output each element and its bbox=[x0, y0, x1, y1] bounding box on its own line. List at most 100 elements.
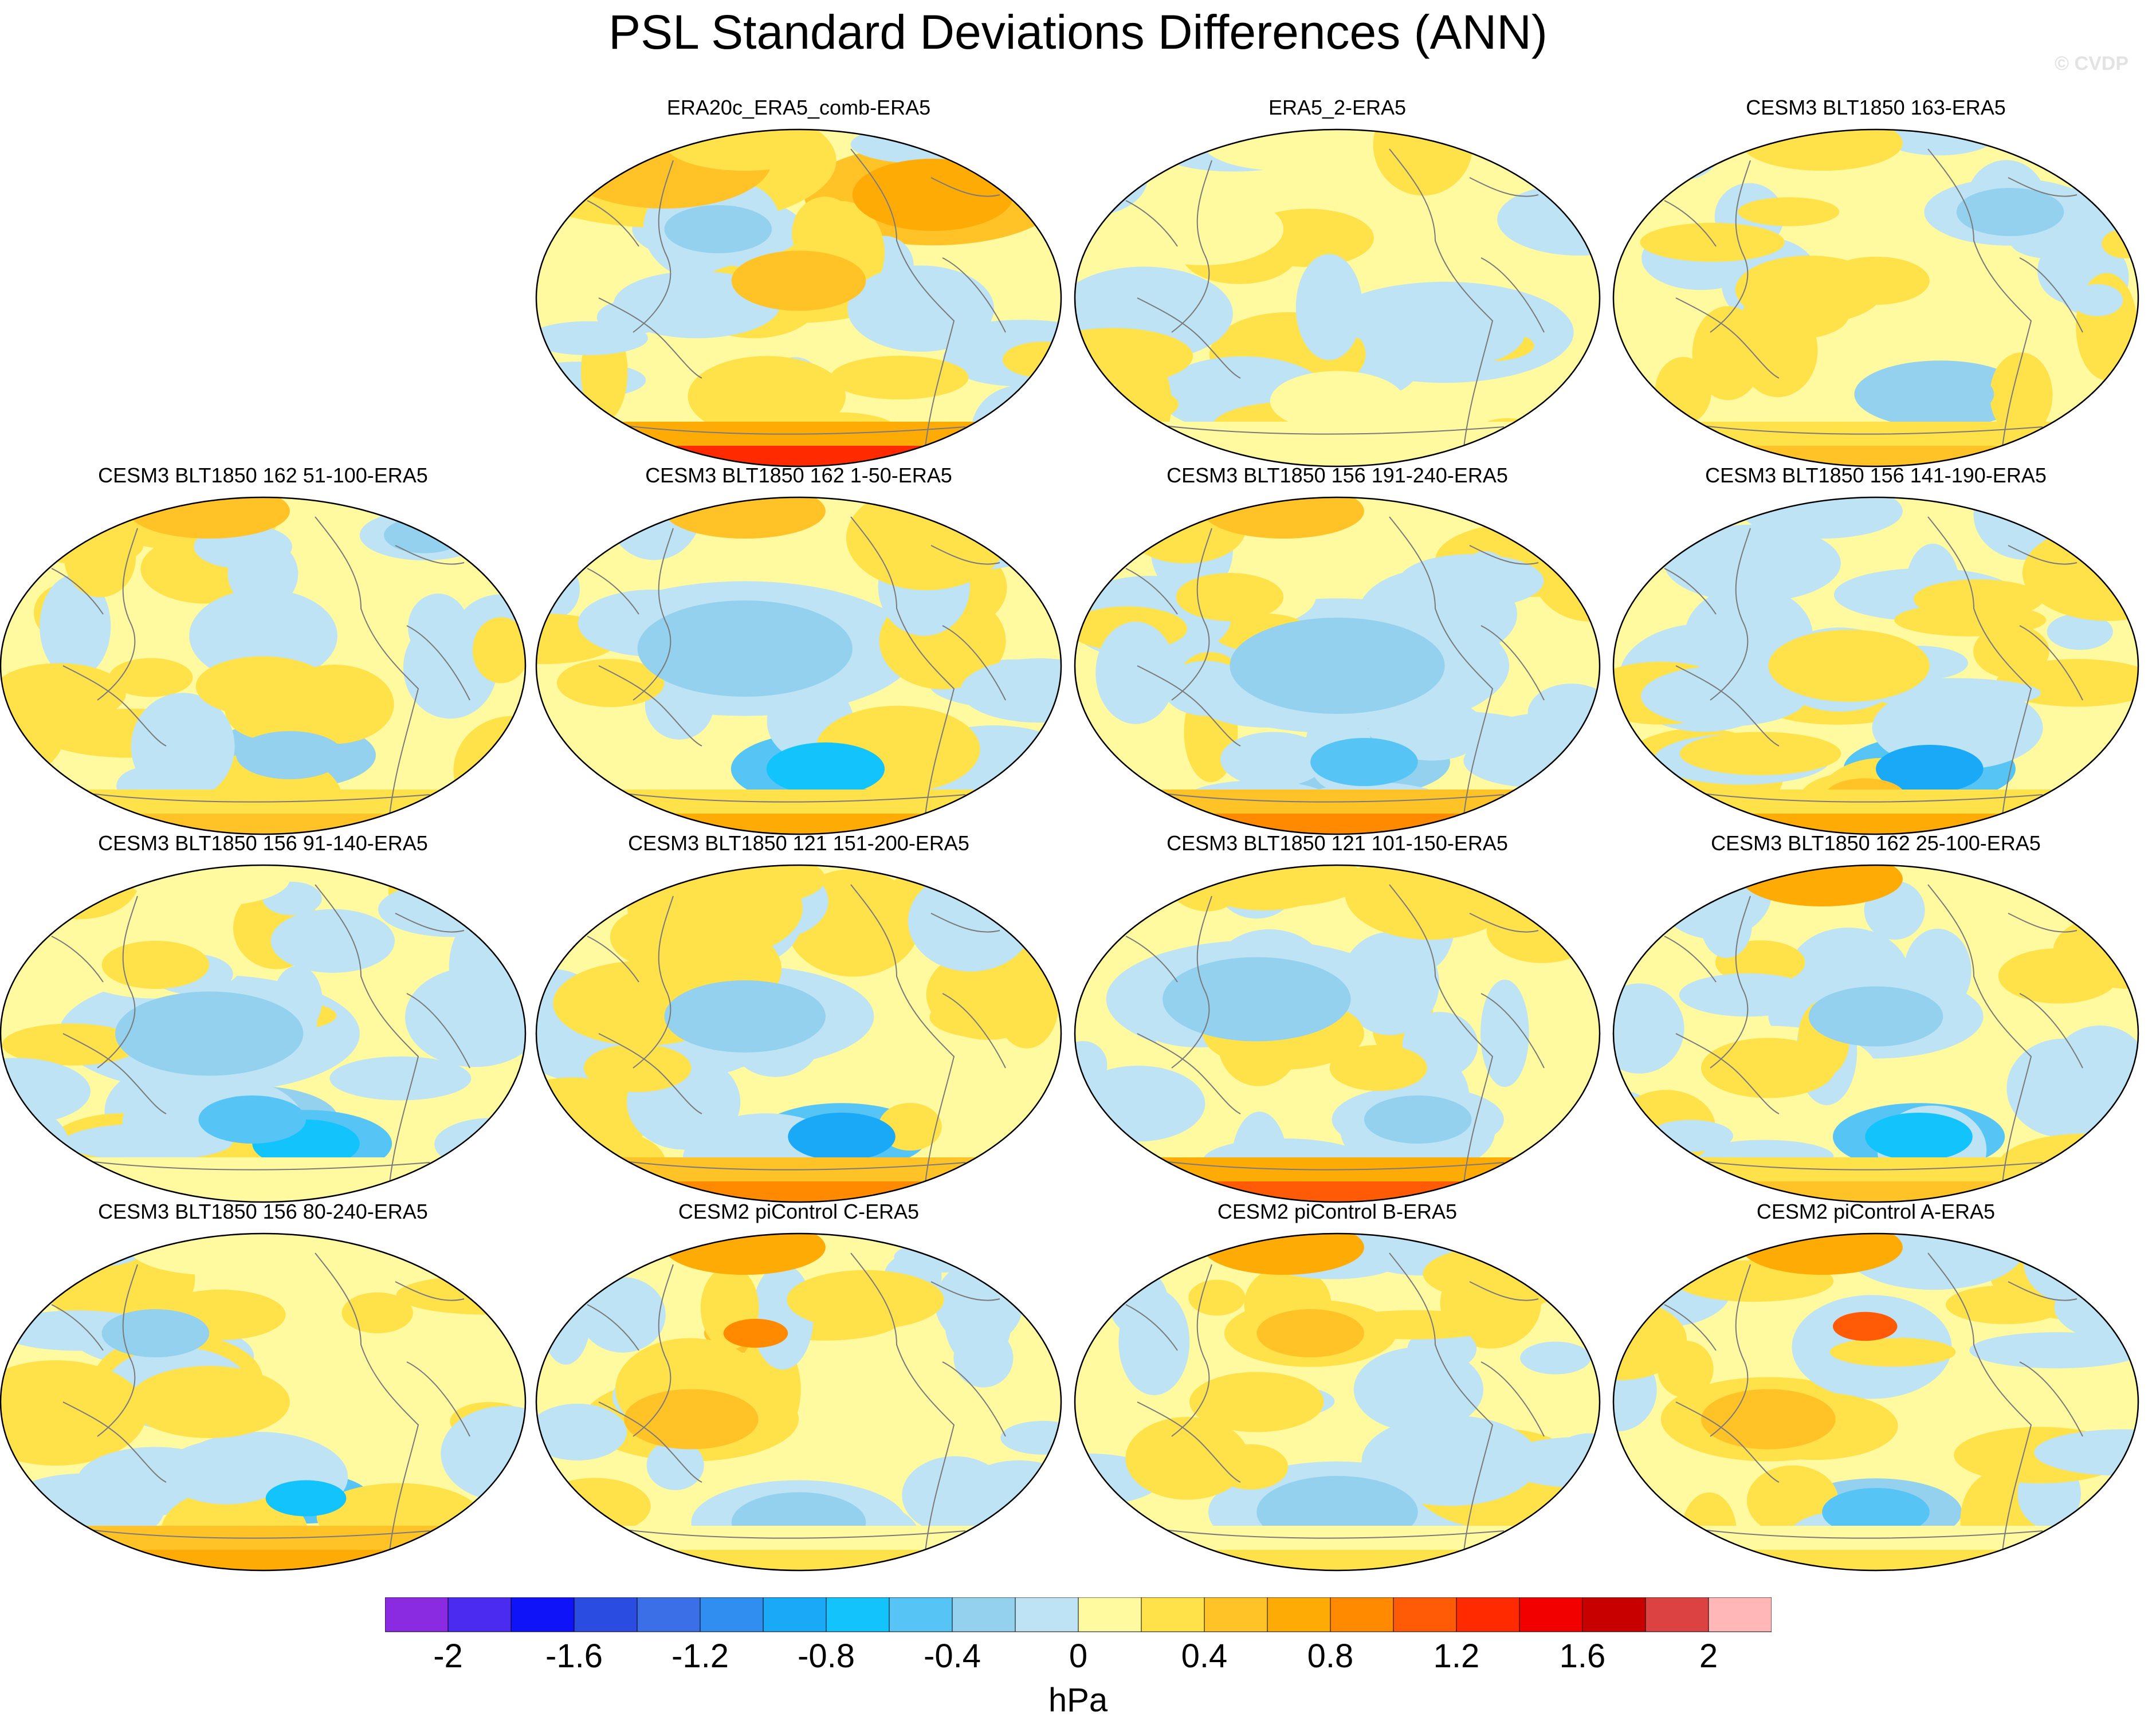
map-outline bbox=[1612, 496, 2139, 835]
coastline bbox=[1927, 516, 2032, 815]
north-polar-anomaly bbox=[1203, 129, 1364, 171]
map-outline bbox=[1074, 496, 1601, 835]
coastline bbox=[1687, 423, 2043, 435]
field-patch bbox=[1423, 1244, 1600, 1303]
map-outline bbox=[535, 496, 1062, 835]
coastline bbox=[62, 1401, 167, 1483]
field-patch bbox=[1, 1360, 147, 1466]
coastline bbox=[2008, 545, 2078, 565]
colorbar-tick-label: 1.2 bbox=[1434, 1637, 1480, 1675]
map-panel: CESM3 BLT1850 163-ERA5 bbox=[1607, 96, 2145, 474]
field-patch bbox=[227, 539, 299, 608]
coastline bbox=[1125, 936, 1178, 983]
coastline bbox=[406, 1361, 470, 1437]
robinson-map bbox=[1612, 864, 2139, 1203]
coastline bbox=[1927, 1252, 2032, 1552]
panel-title: CESM3 BLT1850 156 141-190-ERA5 bbox=[1705, 464, 2047, 487]
field-patch bbox=[1330, 1310, 1499, 1340]
coastline bbox=[62, 665, 167, 747]
colorbar-tick-label: 2 bbox=[1699, 1637, 1718, 1675]
field-patch bbox=[1489, 865, 1600, 887]
coastline bbox=[633, 896, 674, 1069]
map-outline bbox=[1074, 128, 1601, 468]
coastline bbox=[315, 884, 419, 1183]
panel-title: CESM3 BLT1850 156 91-140-ERA5 bbox=[98, 831, 428, 855]
colorbar-bin bbox=[1015, 1597, 1079, 1632]
colorbar-bin bbox=[447, 1597, 512, 1632]
colorbar-tick-label: 0.4 bbox=[1181, 1637, 1228, 1675]
coastline bbox=[1710, 528, 1751, 701]
field-patch bbox=[1340, 932, 1440, 1035]
coastline bbox=[587, 200, 639, 247]
north-polar-anomaly bbox=[664, 497, 826, 539]
field-patch bbox=[2034, 1429, 2138, 1476]
field-patch bbox=[579, 1277, 666, 1353]
coastline bbox=[1171, 1264, 1212, 1437]
colorbar-bin bbox=[385, 1597, 449, 1632]
field-anomaly bbox=[852, 159, 1014, 231]
field-anomaly bbox=[115, 991, 304, 1076]
coastline bbox=[1675, 297, 1780, 379]
field-anomaly bbox=[1876, 745, 1984, 793]
coastline bbox=[51, 936, 104, 983]
colorbar-tick-label: 0 bbox=[1069, 1637, 1087, 1675]
coastline bbox=[930, 177, 1000, 197]
field-patch bbox=[1904, 928, 1972, 1014]
colorbar-bin bbox=[889, 1597, 953, 1632]
colorbar-bin bbox=[763, 1597, 827, 1632]
field-patch bbox=[64, 519, 136, 598]
coastline bbox=[395, 545, 465, 565]
coastline bbox=[315, 516, 419, 815]
coastline bbox=[930, 913, 1000, 933]
coastline bbox=[1469, 1281, 1539, 1301]
colorbar-tick-label: -1.2 bbox=[671, 1637, 729, 1675]
field-patch bbox=[850, 129, 1001, 164]
map-outline bbox=[535, 864, 1062, 1203]
field-anomaly bbox=[556, 659, 665, 707]
field-patch bbox=[1, 1245, 44, 1289]
robinson-map bbox=[1074, 864, 1601, 1203]
field-patch bbox=[688, 356, 846, 437]
map-panel: CESM3 BLT1850 162 25-100-ERA5 bbox=[1607, 832, 2145, 1210]
cvdp-watermark: © CVDP bbox=[2055, 53, 2128, 74]
coastline bbox=[1125, 1304, 1178, 1351]
coastline bbox=[850, 148, 955, 447]
coastline bbox=[1675, 1033, 1780, 1114]
map-panel: ERA5_2-ERA5 bbox=[1069, 96, 1606, 474]
coastline bbox=[598, 1033, 702, 1114]
coastline bbox=[1469, 177, 1539, 197]
field-patch bbox=[472, 617, 525, 684]
coastline bbox=[1137, 665, 1241, 747]
colorbar-bin bbox=[1204, 1597, 1268, 1632]
coastline bbox=[1687, 1527, 2043, 1539]
field-patch bbox=[646, 1440, 704, 1490]
map-outline bbox=[535, 128, 1062, 468]
field-patch bbox=[189, 589, 337, 683]
coastline bbox=[942, 1361, 1006, 1437]
field-patch bbox=[1329, 1044, 1427, 1091]
map-outline bbox=[535, 1232, 1062, 1572]
field-anomaly bbox=[265, 1480, 347, 1517]
field-patch bbox=[1361, 1415, 1540, 1506]
field-patch bbox=[1000, 1420, 1061, 1455]
field-anomaly bbox=[1832, 1311, 1898, 1341]
coastline bbox=[1171, 896, 1212, 1069]
coastline bbox=[1389, 148, 1494, 447]
robinson-map bbox=[1074, 128, 1601, 468]
map-panel: CESM2 piControl B-ERA5 bbox=[1069, 1200, 1606, 1578]
map-panel: CESM3 BLT1850 121 151-200-ERA5 bbox=[530, 832, 1067, 1210]
coastline bbox=[610, 791, 966, 803]
map-outline bbox=[0, 496, 527, 835]
coastline bbox=[1480, 993, 1545, 1069]
coastline bbox=[74, 791, 430, 803]
map-outline bbox=[1612, 128, 2139, 468]
field-patch bbox=[1075, 1040, 1108, 1090]
panel-title: CESM3 BLT1850 121 101-150-ERA5 bbox=[1167, 831, 1508, 855]
panel-title: CESM3 BLT1850 162 1-50-ERA5 bbox=[645, 464, 952, 487]
field-patch bbox=[480, 1234, 525, 1309]
coastline bbox=[2019, 1361, 2083, 1437]
coastline bbox=[406, 625, 470, 701]
field-patch bbox=[494, 1281, 525, 1326]
field-anomaly bbox=[128, 1366, 290, 1438]
map-outline bbox=[1074, 864, 1601, 1203]
